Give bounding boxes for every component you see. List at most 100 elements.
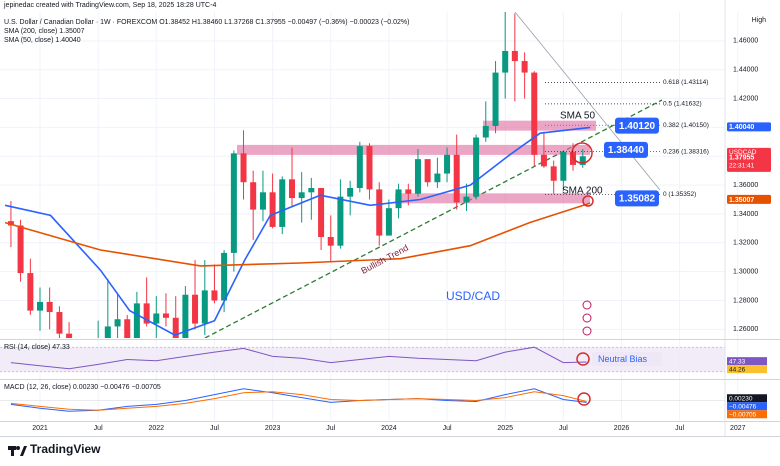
price-tag-name: USDCAD xyxy=(729,149,757,156)
indicator-tag xyxy=(727,357,767,366)
candle-body xyxy=(211,290,218,301)
candle-body xyxy=(492,72,499,126)
signal-line xyxy=(10,391,587,411)
zone-label: 1.35082 xyxy=(619,193,656,204)
zone xyxy=(237,144,590,155)
x-tick-label: Jul xyxy=(326,425,335,432)
y-tick-label: 1.46000 xyxy=(733,38,758,45)
macd-pane xyxy=(0,388,725,412)
symbol-line: U.S. Dollar / Canadian Dollar · 1W · FOR… xyxy=(4,19,409,26)
sma200-legend: SMA (200, close) 1.35007 xyxy=(4,28,85,35)
price-tag xyxy=(727,122,771,132)
candle-body xyxy=(540,154,547,167)
zone xyxy=(483,120,596,131)
candle-body xyxy=(560,151,567,181)
candle-body xyxy=(143,303,150,324)
x-tick-label: Jul xyxy=(94,425,103,432)
candle-body xyxy=(192,294,199,324)
candle-body xyxy=(46,301,53,313)
candle-body xyxy=(298,192,305,199)
sma50-legend: SMA (50, close) 1.40040 xyxy=(4,37,81,44)
y-tick-label: 1.28000 xyxy=(733,297,758,304)
candle-body xyxy=(395,189,402,209)
x-tick-label: 2023 xyxy=(265,425,281,432)
x-tick-label: 2025 xyxy=(497,425,513,432)
y-tick-label: 1.26000 xyxy=(733,326,758,333)
sma-line xyxy=(4,126,591,336)
y-tick-label: 1.44000 xyxy=(733,67,758,74)
indicator-tag-label: 44.26 xyxy=(729,366,746,373)
candle-body xyxy=(550,166,557,181)
highlight-circle xyxy=(571,142,593,164)
candle-body xyxy=(579,156,586,165)
indicator-tag-label: 47.33 xyxy=(729,358,746,365)
macd-line xyxy=(10,388,587,412)
indicator-tag-label: −0.00705 xyxy=(729,411,757,418)
candle-body xyxy=(133,303,140,338)
candle-body xyxy=(424,159,431,183)
candle-body xyxy=(453,154,460,203)
candle-body xyxy=(182,294,189,338)
candle-body xyxy=(66,333,73,338)
indicator-tag xyxy=(727,402,767,411)
candle-body xyxy=(56,312,63,334)
candle-body xyxy=(230,153,237,253)
price-tag xyxy=(727,147,771,172)
candle-body xyxy=(502,50,509,73)
candle-body xyxy=(221,252,228,301)
brand-logo xyxy=(8,446,27,456)
zone-label-box xyxy=(604,141,648,158)
highlight-circle xyxy=(582,195,594,207)
price-tag-label: 1.37955 xyxy=(729,155,754,162)
candle-body xyxy=(347,187,354,197)
indicator-tag xyxy=(727,365,767,374)
candle-body xyxy=(376,189,383,236)
rsi-title: RSI (14, close) 47.33 xyxy=(4,344,70,351)
price-tag-label: 1.35007 xyxy=(729,197,754,204)
y-tick-label: 1.34000 xyxy=(733,211,758,218)
candle-body xyxy=(269,192,276,227)
x-tick-label: Jul xyxy=(210,425,219,432)
sma-line xyxy=(4,202,591,267)
pair-label: USD/CAD xyxy=(446,289,500,303)
candle-body xyxy=(434,173,441,183)
sma-label: SMA 200 xyxy=(562,186,603,197)
fib-label: 0.5 (1.41632) xyxy=(663,101,702,108)
candle-body xyxy=(337,196,344,246)
candle-body xyxy=(114,319,121,327)
candle-body xyxy=(27,273,34,311)
candle-body xyxy=(318,187,325,238)
candle-body xyxy=(482,125,489,138)
highlight-circle xyxy=(577,392,591,406)
candle-body xyxy=(7,221,14,226)
y-tick-label: 1.36000 xyxy=(733,182,758,189)
trend-line xyxy=(204,99,663,338)
event-icon xyxy=(582,313,592,323)
candle-body xyxy=(521,61,528,73)
highlight-circle xyxy=(576,352,590,366)
candle-body xyxy=(405,189,412,194)
sma-label: SMA 50 xyxy=(560,111,595,122)
x-tick-label: Jul xyxy=(675,425,684,432)
candle-body xyxy=(289,179,296,199)
x-tick-label: 2026 xyxy=(614,425,630,432)
scale-label: High xyxy=(752,17,767,24)
candle-body xyxy=(308,187,315,193)
event-icon xyxy=(582,300,592,310)
indicator-tag xyxy=(727,394,767,403)
candle-body xyxy=(327,237,334,246)
candle-body xyxy=(172,317,179,338)
candle-body xyxy=(463,196,470,203)
x-tick-label: 2021 xyxy=(32,425,48,432)
brand: TradingView xyxy=(30,442,101,456)
candle-body xyxy=(356,146,363,188)
zone-label-box xyxy=(615,190,659,207)
x-tick-label: 2024 xyxy=(381,425,397,432)
zone-label: 1.38440 xyxy=(608,145,645,156)
projection-line xyxy=(514,12,661,191)
candle-body xyxy=(259,192,266,210)
rsi-line xyxy=(10,346,587,370)
indicator-tag xyxy=(727,410,767,419)
fib-label: 0.382 (1.40150) xyxy=(663,122,709,129)
zone xyxy=(395,193,590,204)
